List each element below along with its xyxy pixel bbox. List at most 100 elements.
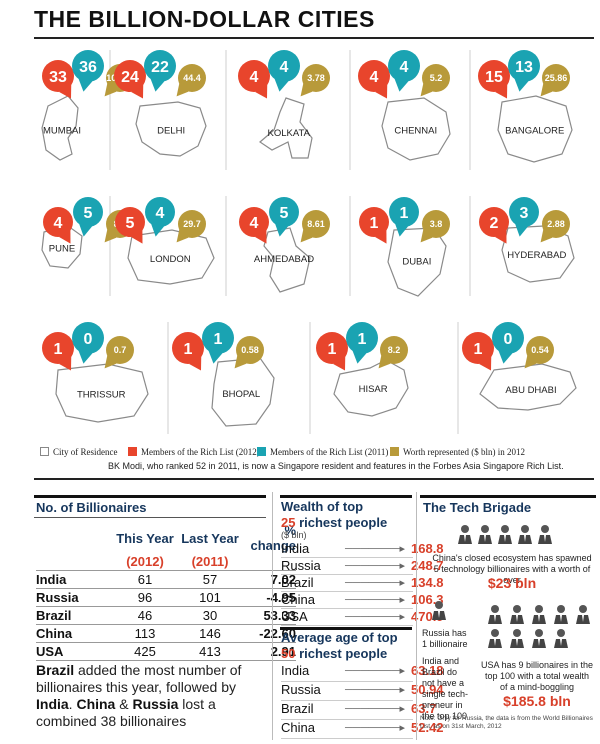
list-item: China ───────▸ 52.42 [281,720,444,739]
rich-2012-bubble-value: 2 [490,215,499,232]
rich-2012-bubble-value: 4 [250,215,259,232]
worth-bubble-value: 5.2 [430,73,443,83]
wealth-country: China [281,592,315,607]
age-heading-a: Average age of top [281,630,398,645]
worth-bubble: 0.54 [524,336,554,369]
rich-2012-bubble-pointer [189,356,202,371]
worth-bubble: 2.88 [540,210,570,243]
rich-2012-bubble: 1 [462,332,494,371]
worth-bubble: 25.86 [540,64,570,97]
tech-figures [432,525,590,648]
india-brazil-text: India and Brazil do not have a single te… [422,656,469,721]
worth-bubble-value: 8.61 [307,219,325,229]
worth-bubble-value: 3.8 [430,219,443,229]
rich-2012-bubble-circle [316,332,348,364]
person-tie [504,535,506,542]
rich-2011-bubble-value: 1 [358,331,367,348]
rich-2012-bubble: 1 [172,332,204,371]
rich-2012-bubble-circle [238,60,270,92]
legend-2012: Members of the Rich List (2012) [128,447,260,457]
person-head [513,629,521,637]
worth-bubble-circle [422,210,450,238]
table-row: China 113 146 -22.60 [36,624,296,643]
rich-2012-bubble-pointer [59,84,72,99]
usa-billionaire-icon [554,629,568,648]
last-year-cell: 57 [180,570,240,589]
worth-bubble-circle [302,210,330,238]
china-billionaire-icon [498,525,512,544]
summary-brazil: Brazil [36,662,75,678]
rich-2011-bubble-circle [388,50,420,82]
summary-text-3: & [115,696,133,712]
rich-2012-bubble: 1 [42,332,74,371]
worth-bubble-circle [106,336,134,364]
table-row: India 61 57 7.02 [36,570,296,589]
rich-2011-bubble: 5 [73,197,103,237]
worth-bubble: 3.8 [420,210,450,243]
rich-2012-bubble-value: 1 [328,341,337,358]
rich-2012-bubble: 2 [479,207,509,244]
worth-bubble: 44.4 [176,64,206,97]
page-title: THE BILLION-DOLLAR CITIES [34,6,375,32]
rich-2011-bubble-circle [346,322,378,354]
rich-2012-bubble-circle [42,332,74,364]
last-year-cell: 101 [180,588,240,607]
person-head [557,605,565,613]
billionaires-year-row: (2012) (2011) [36,553,296,571]
rich-2011-bubble-value: 4 [400,59,409,76]
rich-2011-bubble-circle [72,322,104,354]
table-row: Brazil 46 30 53.33 [36,606,296,625]
rich-2011-bubble: 1 [202,322,234,364]
person-head [521,525,529,533]
city-name: CHENNAI [394,125,437,136]
legend: City of Residence Members of the Rich Li… [40,445,595,461]
rich-2011-bubble-circle [269,197,299,227]
city-outline [259,97,313,159]
rich-2012-bubble-circle [462,332,494,364]
worth-bubble-circle [302,64,330,92]
col-change: % change [250,523,296,553]
arrow-icon: ───────▸ [345,703,406,715]
age-value: 63.7 [411,701,437,716]
rich-2011-bubble: 0 [72,322,104,364]
rich-2012-bubble-circle [42,60,74,92]
rich-2011-bubble: 22 [144,50,176,92]
usa-billionaire-icon [488,605,502,624]
city-name: KOLKATA [268,128,311,139]
rich-2011-bubble: 4 [388,50,420,92]
wealth-top-rule [280,495,412,498]
rich-2011-bubble-circle [389,197,419,227]
city-hisar: HISAR 1 1 8.2 [316,322,459,434]
list-item: Russia ───────▸ 50.94 [281,682,444,701]
rich-2011-bubble: 0 [492,322,524,364]
legend-2011-label: Members of the Rich List (2011) [270,447,389,457]
worth-bubble: 0.7 [104,336,134,369]
worth-bubble-pointer [176,83,189,97]
usa-billionaire-icon [510,605,524,624]
rich-2012-bubble: 24 [114,60,146,99]
city-outline [41,95,79,161]
country-cell: USA [36,642,110,661]
wealth-unit: ($ bln) [281,530,307,540]
rich-2011-bubble-value: 5 [280,205,289,222]
age-value: 50.94 [411,682,444,697]
city-name: DELHI [157,125,185,136]
city-name: BHOPAL [222,389,260,400]
russia-text: Russia has 1 billionaire [422,628,468,649]
rich-2011-bubble-circle [144,50,176,82]
wealth-list: India ───────▸ 168.8 Russia ───────▸ 248.7 B… [281,541,444,626]
change-cell: -4.95 [240,588,296,607]
city-outline [263,227,311,293]
city-name: HYDERABAD [507,250,566,261]
rich-2012-bubble-value: 15 [485,69,503,86]
rich-2011-bubble-pointer [514,78,529,92]
age-heading-c: richest people [295,646,388,661]
rich-2011-bubble-value: 36 [79,59,97,76]
rich-2012-bubble-pointer [375,230,387,244]
wealth-heading-c: richest people [295,515,388,530]
china-value: $23 bln [487,575,537,591]
age-country: Brazil [281,701,314,716]
country-cell: Russia [36,588,110,607]
country-cell: Brazil [36,606,110,625]
arrow-icon: ───────▸ [345,722,406,734]
